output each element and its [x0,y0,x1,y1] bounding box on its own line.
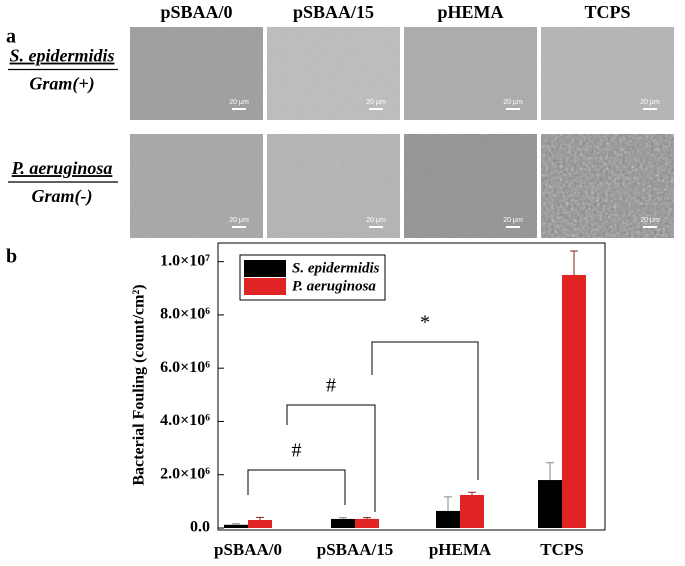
significance-bracket [286,404,376,512]
x-tick-label: pSBAA/0 [214,540,282,559]
scale-bar-label: 20 μm [366,217,386,224]
annotation: # [326,375,336,397]
annotation: * [420,312,430,334]
error-bar [468,491,476,495]
column-header: pHEMA [437,2,503,22]
micrograph-texture [541,27,674,120]
scale-bar-label: 20 μm [640,217,660,224]
significance-bracket [247,469,346,505]
y-tick-label: 1.0×10⁷ [160,252,210,269]
y-tick-label: 0.0 [190,519,210,536]
error-bar [256,516,264,521]
bar [460,494,484,528]
micrograph-texture [267,27,400,120]
column-header: TCPS [584,2,630,22]
legend-label: S. epidermidis [292,260,380,276]
scale-bar-label: 20 μm [503,217,523,224]
y-tick-label: 4.0×10⁶ [160,412,210,429]
error-bar [232,523,240,525]
error-bar [363,517,371,519]
error-bar [339,517,347,519]
bar [436,510,460,528]
annotation: # [292,440,302,462]
row-gram: Gram(-) [32,186,93,207]
bar [355,518,379,528]
micrograph-texture [130,27,263,120]
legend-label: P. aeruginosa [292,278,376,294]
y-tick-label: 6.0×10⁶ [160,359,210,376]
error-bar [570,250,578,275]
row-species: P. aeruginosa [11,158,113,178]
significance-bracket [371,341,479,480]
scale-bar-label: 20 μm [366,99,386,106]
bar [248,520,272,528]
plot-frame [217,242,606,531]
error-bar [444,496,452,511]
bar [538,480,562,528]
error-bar [546,462,554,481]
scale-bar-label: 20 μm [640,99,660,106]
scale-bar-label: 20 μm [229,217,249,224]
column-header: pSBAA/15 [293,2,374,22]
row-species: S. epidermidis [9,46,114,66]
scale-bar-label: 20 μm [503,99,523,106]
panel-label: b [6,246,17,268]
legend-swatch [244,278,286,295]
x-tick-label: pSBAA/15 [317,540,394,559]
column-header: pSBAA/0 [160,2,232,22]
y-tick-label: 8.0×10⁶ [160,306,210,323]
micrograph-texture [541,134,674,238]
legend-swatch [244,260,286,277]
panel-label: a [6,26,16,48]
y-tick-label: 2.0×10⁶ [160,465,210,482]
micrograph-texture [267,134,400,238]
bar [331,518,355,528]
micrograph-texture [404,27,537,120]
x-tick-label: pHEMA [429,540,492,559]
bar [224,524,248,528]
micrograph-texture [130,134,263,238]
micrograph-texture [404,134,537,238]
x-tick-label: TCPS [540,540,583,559]
row-gram: Gram(+) [29,74,94,95]
scale-bar-label: 20 μm [229,99,249,106]
bar [562,274,586,528]
y-axis-label: Bacterial Fouling (count/cm²) [131,284,148,485]
